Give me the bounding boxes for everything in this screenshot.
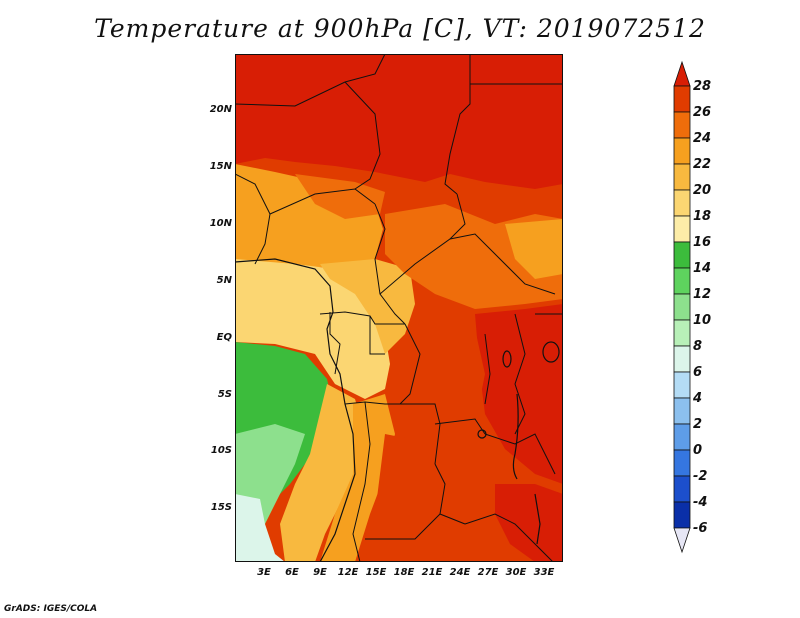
south-atlantic-pale — [235, 494, 285, 562]
east-africa-zone — [475, 304, 563, 484]
lon-label-24e: 24E — [449, 567, 471, 578]
colorbar-swatch — [673, 423, 691, 451]
colorbar-top-arrow — [673, 60, 691, 87]
colorbar-swatch — [673, 241, 691, 269]
colorbar-label-8: 8 — [693, 339, 703, 354]
colorbar-swatch — [673, 475, 691, 503]
grads-credit: GrADS: IGES/COLA — [4, 604, 98, 614]
temperature-map — [235, 54, 563, 562]
lakes — [477, 341, 560, 545]
colorbar-swatch — [673, 215, 691, 243]
colorbar-swatch — [673, 163, 691, 191]
lon-label-33e: 33E — [533, 567, 555, 578]
country-borders — [235, 54, 563, 562]
sahara-hot-zone — [235, 54, 563, 189]
lon-label-6e: 6E — [285, 567, 299, 578]
lon-label-30e: 30E — [505, 567, 527, 578]
colorbar-label-minus-2: -2 — [693, 469, 708, 484]
colorbar-label-4: 4 — [693, 391, 703, 406]
gabon-zone — [320, 259, 415, 354]
colorbar-swatch — [673, 85, 691, 113]
colorbar-swatch — [673, 137, 691, 165]
colorbar-label-16: 16 — [693, 235, 712, 250]
colorbar-swatch — [673, 371, 691, 399]
colorbar-label-minus-4: -4 — [693, 495, 708, 510]
colorbar-label-24: 24 — [693, 131, 712, 146]
map-title: Temperature at 900hPa [C], VT: 201907251… — [94, 14, 706, 43]
colorbar-swatch — [673, 319, 691, 347]
colorbar-swatch — [673, 449, 691, 477]
gulf-coast-zone — [235, 259, 390, 399]
lon-label-21e: 21E — [421, 567, 443, 578]
lat-label-5s: 5S — [217, 389, 232, 400]
colorbar-label-0: 0 — [693, 443, 703, 458]
lat-label-5n: 5N — [216, 275, 232, 286]
lon-label-15e: 15E — [365, 567, 387, 578]
lon-label-27e: 27E — [477, 567, 499, 578]
colorbar-label-minus-6: -6 — [693, 521, 708, 536]
lat-label-10n: 10N — [209, 218, 232, 229]
colorbar-label-14: 14 — [693, 261, 712, 276]
lat-label-eq: EQ — [216, 332, 232, 343]
colorbar-bottom-arrow — [673, 527, 691, 554]
colorbar-swatch — [673, 111, 691, 139]
colorbar-label-6: 6 — [693, 365, 703, 380]
colorbar-label-28: 28 — [693, 79, 712, 94]
colorbar-swatch — [673, 293, 691, 321]
colorbar-label-18: 18 — [693, 209, 712, 224]
colorbar-swatch — [673, 501, 691, 529]
sahel-zone — [295, 174, 385, 219]
lon-label-3e: 3E — [257, 567, 271, 578]
colorbar-swatch — [673, 397, 691, 425]
lon-label-12e: 12E — [337, 567, 359, 578]
lon-label-18e: 18E — [393, 567, 415, 578]
sudan-gold-zone — [505, 219, 563, 279]
colorbar-label-20: 20 — [693, 183, 712, 198]
colorbar-swatch — [673, 267, 691, 295]
colorbar-label-26: 26 — [693, 105, 712, 120]
angola-warm-coast — [280, 384, 365, 562]
colorbar — [673, 60, 691, 554]
colorbar-swatch — [673, 189, 691, 217]
lon-label-9e: 9E — [313, 567, 327, 578]
zambia-hot-zone — [365, 434, 475, 562]
lat-label-15s: 15S — [210, 502, 232, 513]
congo-basin-zone — [400, 329, 485, 464]
colorbar-label-10: 10 — [693, 313, 712, 328]
lat-label-15n: 15N — [209, 161, 232, 172]
map-border — [235, 54, 563, 562]
coastline — [235, 258, 356, 562]
mozambique-hot-zone — [495, 484, 563, 562]
lat-label-10s: 10S — [210, 445, 232, 456]
colorbar-swatch — [673, 345, 691, 373]
colorbar-label-22: 22 — [693, 157, 712, 172]
colorbar-label-2: 2 — [693, 417, 703, 432]
lat-label-20n: 20N — [209, 104, 232, 115]
angola-orange-band — [320, 394, 395, 562]
colorbar-label-12: 12 — [693, 287, 712, 302]
